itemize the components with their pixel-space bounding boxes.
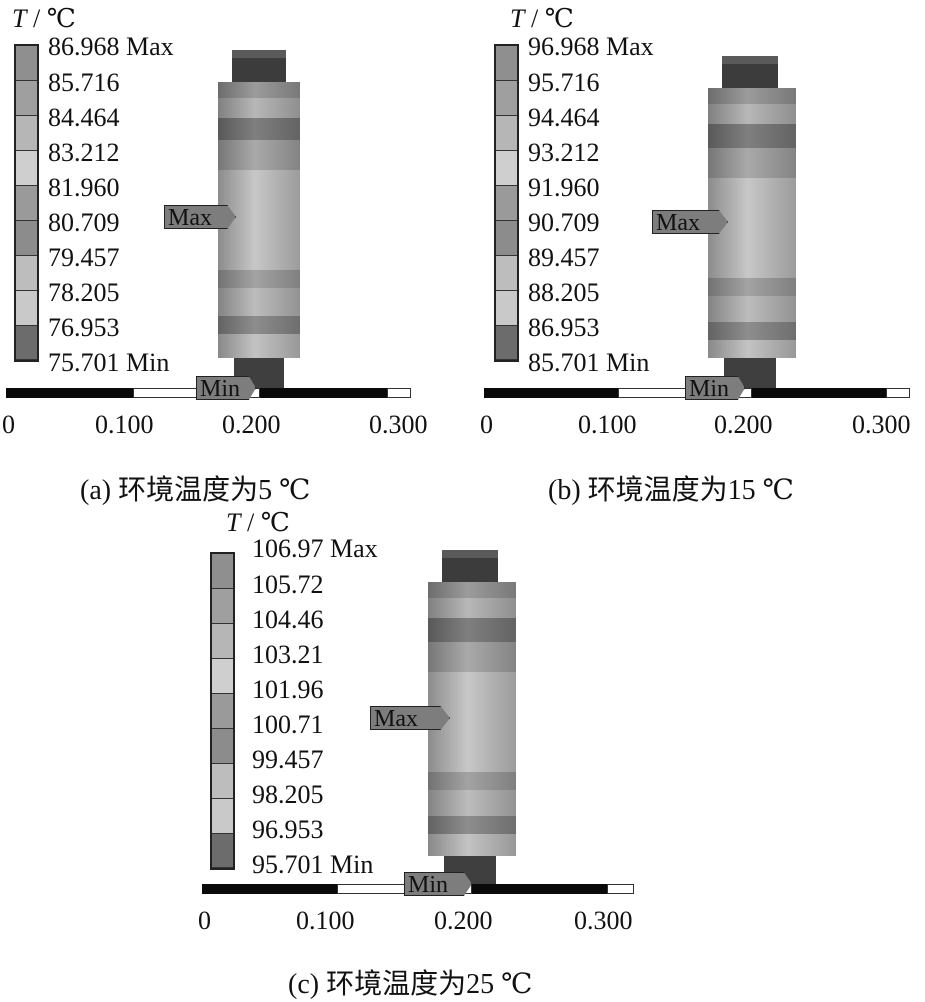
legend-label-max: 96.968 Max [528, 32, 654, 61]
legend-label: 103.21 [252, 640, 324, 669]
max-marker: Max [370, 706, 450, 730]
scale-segment [472, 884, 607, 894]
legend-label-max: 106.97 Max [252, 534, 378, 563]
legend-label: 83.212 [48, 138, 120, 167]
scale-tick: 0 [480, 410, 493, 439]
legend-band [496, 186, 517, 221]
legend-label-max: 86.968 Max [48, 32, 174, 61]
scale-tick: 0.300 [574, 906, 633, 935]
scale-segment [886, 388, 910, 398]
legend-band [16, 151, 37, 186]
legend-band [16, 291, 37, 326]
legend-band [212, 624, 233, 659]
scale-segment [260, 388, 387, 398]
scale-tick: 0.200 [714, 410, 773, 439]
panel-caption: (c) 环境温度为25 ℃ [288, 969, 533, 1000]
legend-label-min: 95.701 Min [252, 850, 374, 879]
legend-band [496, 81, 517, 116]
scale-segment [202, 884, 337, 894]
legend-label-min: 85.701 Min [528, 348, 650, 377]
scale-segment [387, 388, 411, 398]
legend-band [212, 729, 233, 764]
legend-label: 101.96 [252, 675, 324, 704]
scale-tick: 0 [198, 906, 211, 935]
legend-label: 91.960 [528, 173, 600, 202]
legend-label: 80.709 [48, 208, 120, 237]
legend-band [16, 46, 37, 81]
scale-segment [6, 388, 133, 398]
min-marker: Min [404, 872, 472, 896]
legend-band [212, 554, 233, 589]
scale-tick: 0.200 [222, 410, 281, 439]
scale-tick: 0.300 [369, 410, 428, 439]
scale-tick: 0 [2, 410, 15, 439]
unit-label: T / ℃ [12, 4, 76, 33]
scale-tick: 0.100 [578, 410, 637, 439]
scale-tick: 0.100 [95, 410, 154, 439]
legend-label: 85.716 [48, 68, 120, 97]
cylinder-temperature-contour [218, 50, 300, 392]
legend-band [496, 221, 517, 256]
min-marker: Min [685, 376, 745, 400]
scale-tick: 0.100 [296, 906, 355, 935]
legend-band [212, 799, 233, 834]
legend-label: 93.212 [528, 138, 600, 167]
scale-tick: 0.300 [852, 410, 911, 439]
temperature-color-legend [494, 44, 519, 362]
legend-band [16, 186, 37, 221]
legend-label: 76.953 [48, 313, 120, 342]
legend-label: 88.205 [528, 278, 600, 307]
legend-label: 79.457 [48, 243, 120, 272]
legend-band [212, 834, 233, 868]
legend-label: 99.457 [252, 745, 324, 774]
legend-label: 78.205 [48, 278, 120, 307]
temperature-color-legend [210, 552, 235, 870]
legend-band [212, 589, 233, 624]
unit-label: T / ℃ [510, 4, 574, 33]
panel-b: T / ℃ 96.968 Max 95.716 94.464 93.212 91… [478, 0, 925, 506]
legend-band [16, 116, 37, 151]
legend-band [496, 326, 517, 360]
max-marker: Max [164, 205, 236, 229]
legend-band [496, 116, 517, 151]
legend-label: 100.71 [252, 710, 324, 739]
legend-band [16, 221, 37, 256]
legend-label: 96.953 [252, 815, 324, 844]
legend-label: 86.953 [528, 313, 600, 342]
max-marker: Max [652, 210, 728, 234]
min-marker: Min [196, 376, 256, 400]
legend-band [16, 326, 37, 360]
scale-segment [752, 388, 886, 398]
legend-band [16, 256, 37, 291]
scale-segment [484, 388, 618, 398]
legend-label: 81.960 [48, 173, 120, 202]
unit-label: T / ℃ [226, 508, 290, 537]
legend-label-min: 75.701 Min [48, 348, 170, 377]
scale-segment [607, 884, 634, 894]
panel-a: T / ℃ 86.968 Max 85.716 84.464 83.212 81… [0, 0, 460, 506]
legend-band [496, 46, 517, 81]
legend-band [212, 764, 233, 799]
scale-tick: 0.200 [434, 906, 493, 935]
legend-label: 98.205 [252, 780, 324, 809]
panel-caption: (b) 环境温度为15 ℃ [548, 475, 794, 506]
legend-label: 90.709 [528, 208, 600, 237]
legend-band [496, 151, 517, 186]
legend-label: 94.464 [528, 103, 600, 132]
panel-caption: (a) 环境温度为5 ℃ [80, 475, 311, 506]
legend-label: 105.72 [252, 570, 324, 599]
panel-c: T / ℃ 106.97 Max 105.72 104.46 103.21 10… [196, 508, 646, 1000]
legend-label: 95.716 [528, 68, 600, 97]
legend-label: 84.464 [48, 103, 120, 132]
temperature-color-legend [14, 44, 39, 362]
legend-band [496, 256, 517, 291]
legend-band [16, 81, 37, 116]
legend-label: 89.457 [528, 243, 600, 272]
legend-label: 104.46 [252, 605, 324, 634]
legend-band [212, 659, 233, 694]
legend-band [496, 291, 517, 326]
legend-band [212, 694, 233, 729]
